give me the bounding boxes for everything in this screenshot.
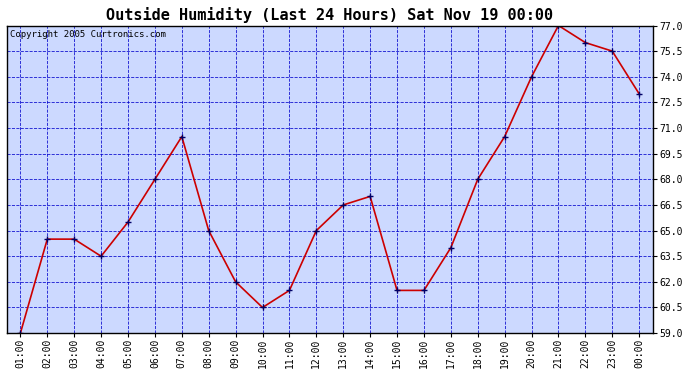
Title: Outside Humidity (Last 24 Hours) Sat Nov 19 00:00: Outside Humidity (Last 24 Hours) Sat Nov…: [106, 7, 553, 23]
Text: Copyright 2005 Curtronics.com: Copyright 2005 Curtronics.com: [10, 30, 166, 39]
